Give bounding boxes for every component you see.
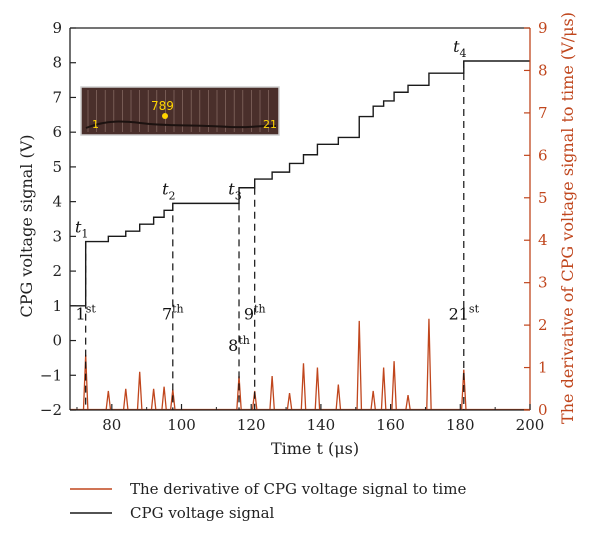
y-left-tick-label: 5 <box>52 158 62 176</box>
y-left-tick-label: 1 <box>52 297 62 315</box>
legend: The derivative of CPG voltage signal to … <box>70 480 466 522</box>
derivative-spike <box>150 388 157 411</box>
annotation-base: t <box>75 218 82 237</box>
annotation-base: t <box>453 37 460 56</box>
annotation-label: 7th <box>162 303 184 324</box>
derivative-spike <box>136 371 143 411</box>
annotation-subscript: 4 <box>460 47 467 60</box>
annotation-base: 8 <box>228 336 238 355</box>
x-tick-label: 140 <box>307 416 336 434</box>
x-tick-label: 100 <box>167 416 196 434</box>
x-tick-label: 120 <box>237 416 266 434</box>
inset-label-center: 789 <box>151 99 174 113</box>
y-right-tick-label: 0 <box>538 401 548 419</box>
voltage-step-line <box>70 60 530 307</box>
derivative-spike <box>161 386 167 411</box>
annotation-label: t1 <box>75 218 88 241</box>
y-left-tick-label: −1 <box>40 366 62 384</box>
annotation-base: 21 <box>449 305 469 324</box>
annotation-subscript: 3 <box>235 189 242 202</box>
annotation-label: 9th <box>244 303 266 324</box>
inset-marker-dot <box>162 113 168 119</box>
derivative-spike <box>405 395 411 411</box>
y-left-tick-label: 9 <box>52 19 62 37</box>
derivative-spike <box>251 390 258 411</box>
annotation-base: 1 <box>76 305 86 324</box>
y-right-tick-label: 5 <box>538 189 548 207</box>
chart-axes: 80 100 120 140 160 180 200−2−10123456789012345… <box>40 19 548 434</box>
y-axis-right-title: The derivative of CPG voltage signal to … <box>558 12 577 424</box>
y-left-tick-label: 3 <box>52 227 62 245</box>
legend-label-derivative: The derivative of CPG voltage signal to … <box>130 480 466 498</box>
derivative-spike <box>356 320 363 411</box>
x-tick-label: 180 <box>446 416 475 434</box>
derivative-spike <box>105 390 112 411</box>
y-left-tick-label: 4 <box>52 193 62 211</box>
y-right-tick-label: 9 <box>538 19 548 37</box>
legend-label-voltage: CPG voltage signal <box>130 504 275 522</box>
y-right-tick-label: 8 <box>538 61 548 79</box>
x-axis-title: Time t (μs) <box>271 439 359 458</box>
y-left-tick-label: 0 <box>52 332 62 350</box>
x-tick-label: 80 <box>102 416 121 434</box>
annotation-base: t <box>228 179 235 198</box>
voltage-series <box>70 60 530 307</box>
x-tick-label: 160 <box>376 416 405 434</box>
y-left-tick-label: −2 <box>40 401 62 419</box>
derivative-spike <box>380 367 387 411</box>
derivative-spike <box>335 384 342 411</box>
derivative-spike <box>122 388 129 411</box>
y-axis-left-title: CPG voltage signal (V) <box>17 134 36 317</box>
derivative-spike <box>460 369 467 411</box>
derivative-spike <box>300 363 307 411</box>
annotation-subscript: 1 <box>81 228 88 241</box>
derivative-spike <box>426 318 432 411</box>
x-tick-label: 200 <box>516 416 545 434</box>
y-left-tick-label: 6 <box>52 123 62 141</box>
derivative-spike <box>391 361 397 411</box>
y-left-tick-label: 8 <box>52 54 62 72</box>
derivative-spike <box>269 376 275 411</box>
y-left-tick-label: 7 <box>52 88 62 106</box>
inset-crack <box>85 120 277 129</box>
derivative-spike <box>314 367 321 411</box>
inset-label-left: 1 <box>92 118 99 131</box>
annotation-label: t2 <box>162 179 175 202</box>
annotation-subscript: 2 <box>169 189 176 202</box>
y-right-tick-label: 1 <box>538 359 548 377</box>
annotation-label: t3 <box>228 179 241 202</box>
inset-grid-lines <box>87 90 269 132</box>
annotation-base: t <box>162 179 169 198</box>
annotation-base: 7 <box>162 305 172 324</box>
y-left-tick-label: 2 <box>52 262 62 280</box>
derivative-spike <box>370 390 377 411</box>
annotation-base: 9 <box>244 305 254 324</box>
inset-photo: 789 1 21 <box>80 86 280 136</box>
y-right-tick-label: 7 <box>538 104 548 122</box>
y-right-tick-label: 2 <box>538 316 548 334</box>
annotation-label: t4 <box>453 37 466 60</box>
annotation-superscript: st <box>469 303 480 316</box>
y-right-tick-label: 4 <box>538 231 548 249</box>
annotation-label: 8th <box>228 334 250 355</box>
annotation-superscript: th <box>238 334 250 347</box>
y-right-tick-label: 6 <box>538 146 548 164</box>
inset-label-right: 21 <box>263 118 277 131</box>
annotation-label: 1st <box>76 303 97 324</box>
derivative-spike <box>286 392 293 411</box>
annotation-superscript: st <box>86 303 97 316</box>
annotation-superscript: th <box>172 303 184 316</box>
annotation-label: 21st <box>449 303 480 324</box>
annotation-superscript: th <box>254 303 266 316</box>
y-right-tick-label: 3 <box>538 274 548 292</box>
